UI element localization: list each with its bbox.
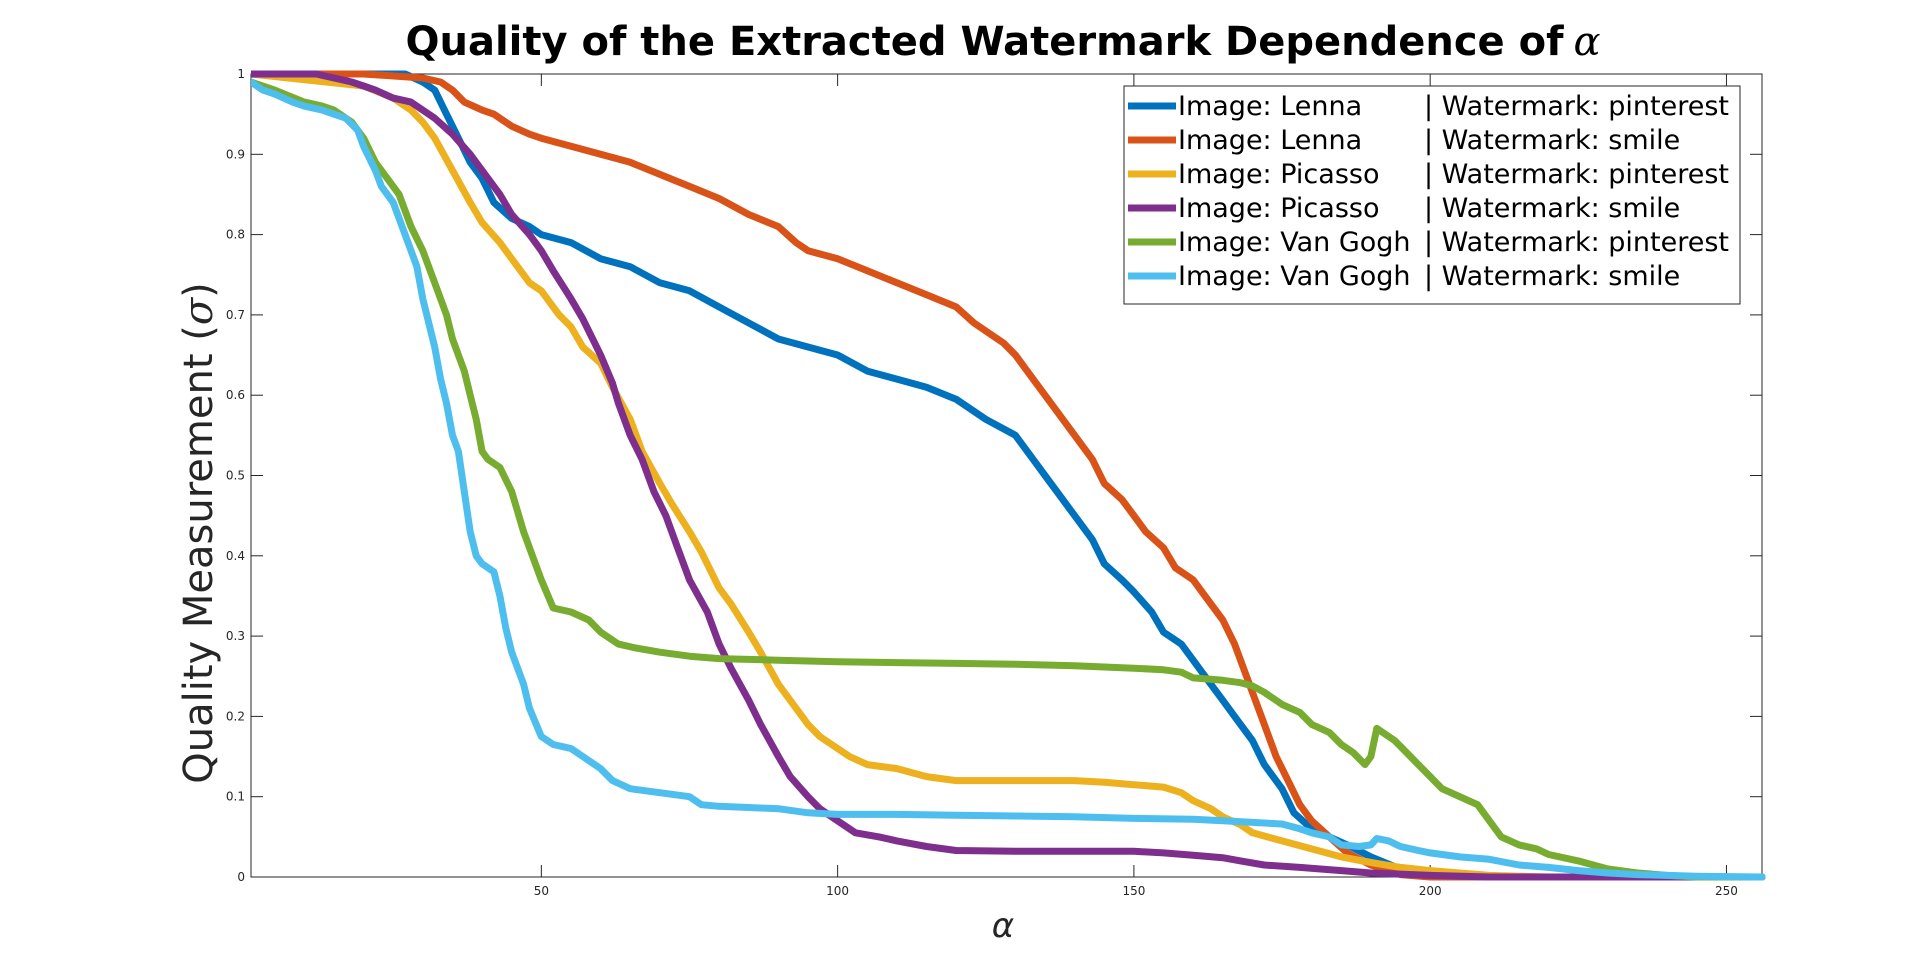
legend-label-watermark: | Watermark: smile — [1424, 261, 1680, 292]
legend-box — [1123, 85, 1741, 305]
x-tick-label: 250 — [1715, 884, 1738, 898]
y-tick-label: 0 — [237, 870, 245, 884]
x-tick-label: 150 — [1122, 884, 1145, 898]
legend: Image: Lenna | Watermark: pinterest Image:… — [1123, 85, 1741, 305]
series-line-1 — [251, 70, 1766, 881]
series-line-6 — [251, 78, 1766, 881]
legend-label-watermark: | Watermark: pinterest — [1424, 159, 1729, 190]
series-line-4 — [251, 70, 1766, 881]
y-tick-label: 0.1 — [226, 790, 245, 804]
y-axis-label-symbol: σ — [176, 296, 222, 325]
legend-label-image: Image: Van Gogh — [1178, 261, 1411, 292]
series-line-2 — [251, 70, 1766, 881]
y-tick-label: 0.8 — [226, 228, 245, 242]
legend-label-watermark: | Watermark: smile — [1424, 125, 1680, 156]
legend-label-image: Image: Lenna — [1178, 91, 1362, 122]
legend-label-image: Image: Lenna — [1178, 125, 1362, 156]
y-tick-label: 0.2 — [226, 709, 245, 723]
legend-label-watermark: | Watermark: pinterest — [1424, 91, 1729, 122]
legend-label-watermark: | Watermark: smile — [1424, 193, 1680, 224]
y-tick-label: 1 — [237, 67, 245, 81]
y-axis-label: Quality Measurement (σ) — [176, 282, 222, 784]
y-axis-label-close: ) — [176, 282, 222, 298]
plot-area: 50 100 150 200 250 0 0.1 0.2 0.3 0.4 0.5 0.6 0.7 0.8 0… — [226, 67, 1766, 898]
x-tick-label: 50 — [534, 884, 549, 898]
legend-label-image: Image: Picasso — [1178, 193, 1379, 224]
chart-title: Quality of the Extracted Watermark Depen… — [405, 19, 1600, 65]
y-axis-label-text: Quality Measurement ( — [176, 325, 222, 784]
chart-title-symbol: α — [1574, 19, 1601, 65]
series-line-3 — [251, 70, 1766, 881]
y-tick-label: 0.4 — [226, 549, 245, 563]
x-tick-label: 200 — [1419, 884, 1442, 898]
x-axis-label: α — [992, 906, 1014, 946]
legend-label-image: Image: Picasso — [1178, 159, 1379, 190]
series-line-5 — [251, 78, 1766, 881]
y-tick-label: 0.5 — [226, 469, 245, 483]
y-tick-label: 0.3 — [226, 629, 245, 643]
x-tick-label: 100 — [826, 884, 849, 898]
y-tick-label: 0.9 — [226, 147, 245, 161]
y-tick-label: 0.7 — [226, 308, 245, 322]
legend-label-image: Image: Van Gogh — [1178, 227, 1411, 258]
series-group — [251, 70, 1766, 881]
y-tick-label: 0.6 — [226, 388, 245, 402]
chart-title-text: Quality of the Extracted Watermark Depen… — [405, 19, 1564, 65]
legend-label-watermark: | Watermark: pinterest — [1424, 227, 1729, 258]
